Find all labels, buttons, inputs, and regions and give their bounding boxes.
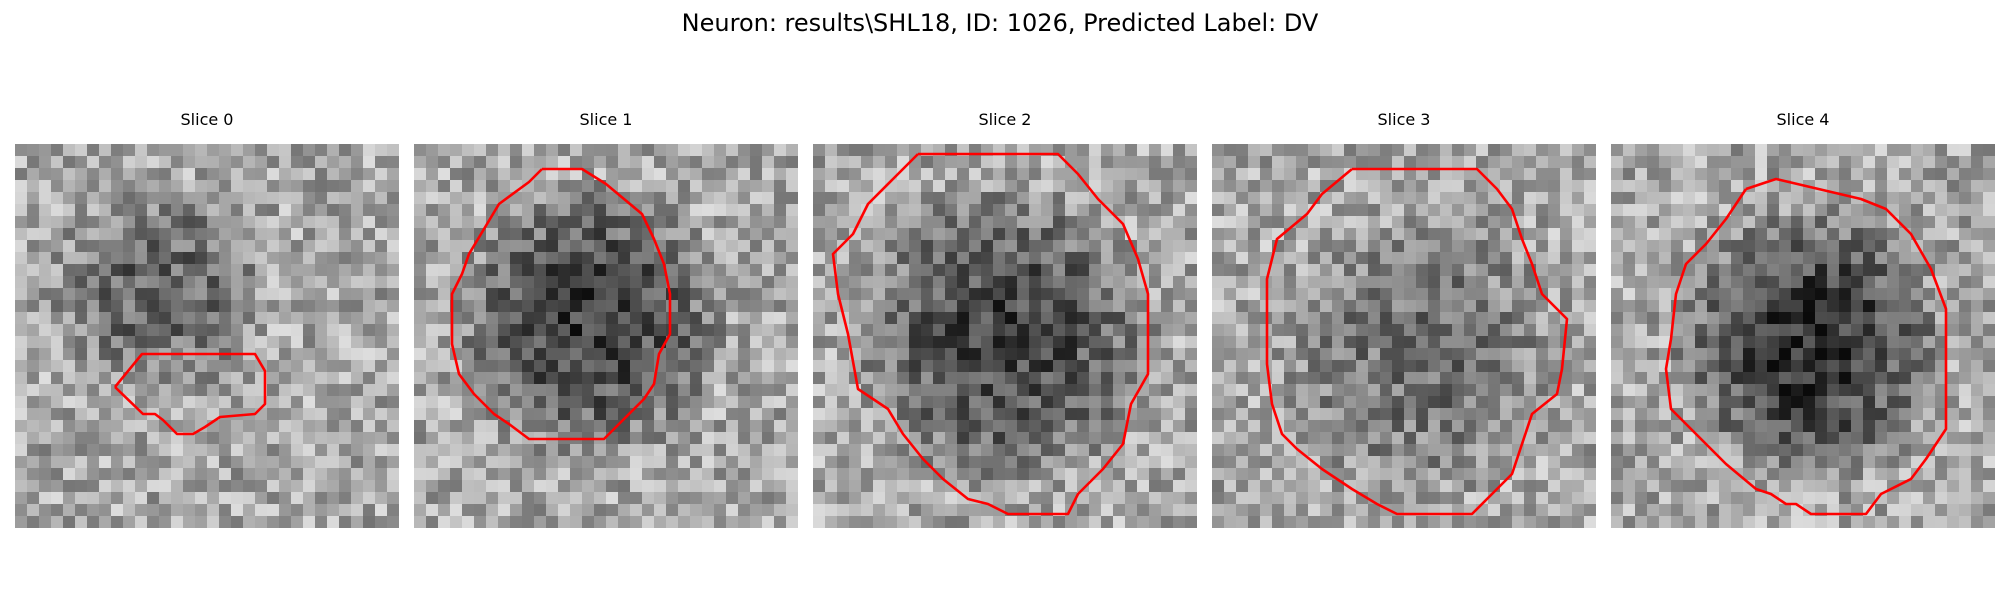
slice-image-0	[15, 144, 399, 528]
roi-contour-1	[450, 167, 672, 441]
slice-title-0: Slice 0	[180, 110, 234, 129]
roi-contour-0	[113, 352, 267, 436]
slice-image-1	[414, 144, 798, 528]
slice-title-4: Slice 4	[1776, 110, 1830, 129]
slice-title-1: Slice 1	[579, 110, 633, 129]
roi-contour-4	[1664, 177, 1948, 516]
slice-panel-1: Slice 1	[414, 110, 798, 528]
roi-contour-2	[831, 152, 1150, 516]
slice-image-4	[1611, 144, 1995, 528]
slice-title-3: Slice 3	[1377, 110, 1431, 129]
roi-contour-3	[1265, 167, 1569, 516]
figure-title: Neuron: results\SHL18, ID: 1026, Predict…	[681, 9, 1319, 37]
slice-image-3	[1212, 144, 1596, 528]
slice-image-2	[813, 144, 1197, 528]
slice-panel-2: Slice 2	[813, 110, 1197, 528]
slice-title-2: Slice 2	[978, 110, 1032, 129]
slice-panel-4: Slice 4	[1611, 110, 1995, 528]
slice-panel-3: Slice 3	[1212, 110, 1596, 528]
slice-panel-0: Slice 0	[15, 110, 399, 528]
